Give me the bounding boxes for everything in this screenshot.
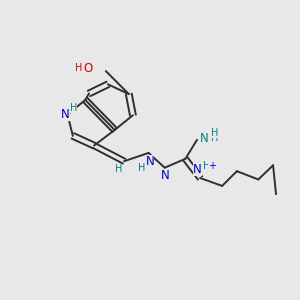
Text: H: H (138, 163, 146, 173)
Text: O: O (83, 61, 92, 75)
Text: +: + (208, 161, 216, 171)
Text: H: H (211, 128, 218, 138)
Text: H: H (115, 164, 122, 173)
Text: H: H (203, 161, 210, 171)
Text: H: H (70, 103, 77, 113)
Text: N: N (146, 155, 154, 168)
Text: N: N (193, 163, 202, 176)
Text: N: N (200, 132, 209, 145)
Text: H: H (75, 63, 82, 73)
Text: N: N (161, 169, 170, 182)
Text: N: N (61, 108, 70, 121)
Text: H: H (211, 133, 218, 143)
